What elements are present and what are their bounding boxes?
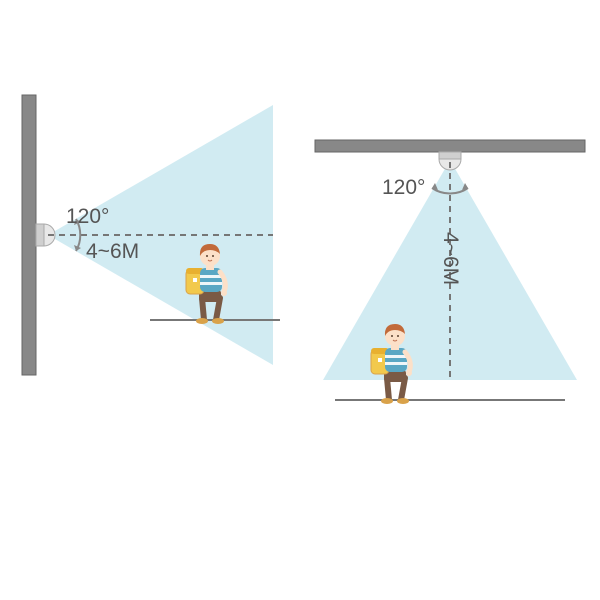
sensor-base xyxy=(439,152,461,159)
left-wall-mount xyxy=(22,95,280,375)
diagram-svg xyxy=(0,0,600,600)
left-angle-label: 120° xyxy=(66,205,109,229)
wall-plate xyxy=(22,95,36,375)
ceiling-plate xyxy=(315,140,585,152)
right-angle-label: 120° xyxy=(382,176,425,200)
sensor-coverage-diagram: 120° 4~6M 120° 4~6M xyxy=(0,0,600,600)
sensor-base xyxy=(36,224,44,246)
left-distance-label: 4~6M xyxy=(86,240,139,264)
right-distance-label: 4~6M xyxy=(438,232,462,285)
